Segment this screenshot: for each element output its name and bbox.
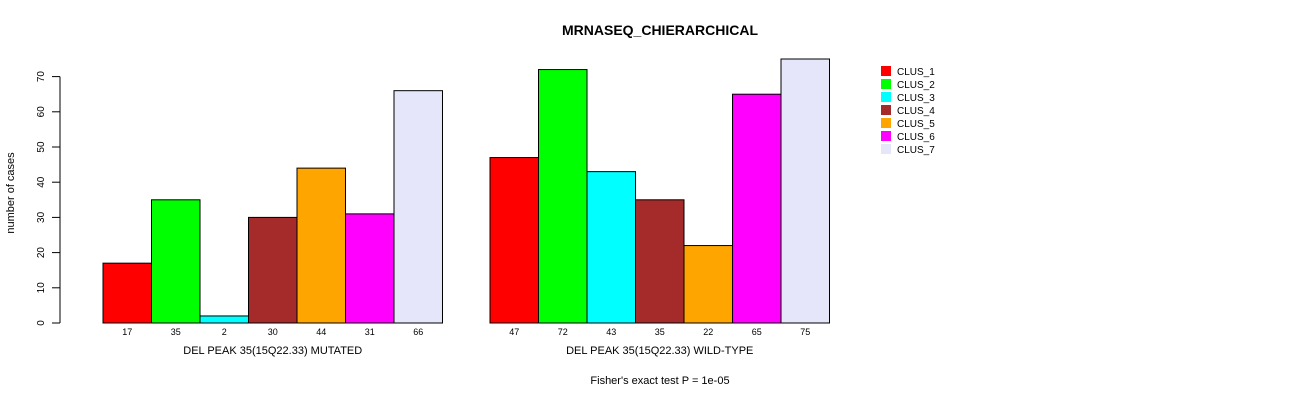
x-group-label: DEL PEAK 35(15Q22.33) MUTATED xyxy=(183,345,362,357)
bar-count-label: 72 xyxy=(558,327,568,337)
y-tick-label: 0 xyxy=(36,320,47,326)
bar-clus-5 xyxy=(683,245,733,324)
bar-clus-7 xyxy=(780,58,830,324)
fisher-test-footnote: Fisher's exact test P = 1e-05 xyxy=(590,375,729,387)
bar-clus-5 xyxy=(296,167,346,324)
bar-count-label: 17 xyxy=(122,327,132,337)
bar-count-label: 22 xyxy=(703,327,713,337)
legend-swatch xyxy=(881,118,891,128)
bar-clus-6 xyxy=(732,93,782,324)
legend-label: CLUS_5 xyxy=(897,119,935,130)
legend-label: CLUS_1 xyxy=(897,67,935,78)
bar-clus-1 xyxy=(489,157,539,324)
bar-clus-4 xyxy=(635,199,685,324)
bar-count-label: 35 xyxy=(171,327,181,337)
legend-swatch xyxy=(881,66,891,76)
legend-label: CLUS_2 xyxy=(897,80,935,91)
chart-title: MRNASEQ_CHIERARCHICAL xyxy=(562,22,758,38)
bar-count-label: 43 xyxy=(606,327,616,337)
legend-label: CLUS_7 xyxy=(897,145,935,156)
bar-count-label: 44 xyxy=(316,327,326,337)
bar-count-label: 75 xyxy=(800,327,810,337)
legend-swatch xyxy=(881,79,891,89)
y-axis: 0 10 20 30 40 50 60 70 xyxy=(36,71,61,326)
x-group-label: DEL PEAK 35(15Q22.33) WILD-TYPE xyxy=(566,345,753,357)
bar-clus-3 xyxy=(586,171,636,324)
y-tick-label: 40 xyxy=(36,176,47,188)
y-tick-label: 20 xyxy=(36,247,47,259)
panel-wild-type: 47 72 43 35 22 65 75 DEL PEAK 35(15Q22.33) WILD… xyxy=(489,58,830,357)
bar-count-label: 30 xyxy=(268,327,278,337)
y-tick-label: 10 xyxy=(36,282,47,294)
panel-mutated: 17 35 2 30 44 31 66 DEL PEAK 35(15Q22.33) MUTAT… xyxy=(102,90,443,357)
bar-clus-6 xyxy=(345,213,395,324)
y-axis-label: number of cases xyxy=(5,152,17,234)
bar-count-label: 47 xyxy=(509,327,519,337)
bar-count-label: 66 xyxy=(413,327,423,337)
legend-label: CLUS_4 xyxy=(897,106,935,117)
legend-swatch xyxy=(881,105,891,115)
y-tick-label: 60 xyxy=(36,106,47,118)
legend-label: CLUS_6 xyxy=(897,132,935,143)
y-tick-label: 30 xyxy=(36,211,47,223)
legend-swatch xyxy=(881,92,891,102)
bar-clus-2 xyxy=(151,199,201,324)
bar-clus-3 xyxy=(199,315,249,324)
legend-label: CLUS_3 xyxy=(897,93,935,104)
bar-count-label: 35 xyxy=(655,327,665,337)
bar-clus-4 xyxy=(248,216,298,324)
legend: CLUS_1 CLUS_2 CLUS_3 CLUS_4 CLUS_5 CLUS_6 CLUS… xyxy=(881,66,935,156)
bar-clus-1 xyxy=(102,262,152,324)
legend-swatch xyxy=(881,144,891,154)
bar-count-label: 65 xyxy=(752,327,762,337)
bar-count-label: 31 xyxy=(365,327,375,337)
legend-swatch xyxy=(881,131,891,141)
panels: 17 35 2 30 44 31 66 DEL PEAK 35(15Q22.33) MUTAT… xyxy=(102,58,830,357)
y-tick-label: 70 xyxy=(36,71,47,83)
y-tick-label: 50 xyxy=(36,141,47,153)
bar-clus-2 xyxy=(538,69,588,324)
bar-count-label: 2 xyxy=(222,327,227,337)
bar-clus-7 xyxy=(393,90,443,324)
